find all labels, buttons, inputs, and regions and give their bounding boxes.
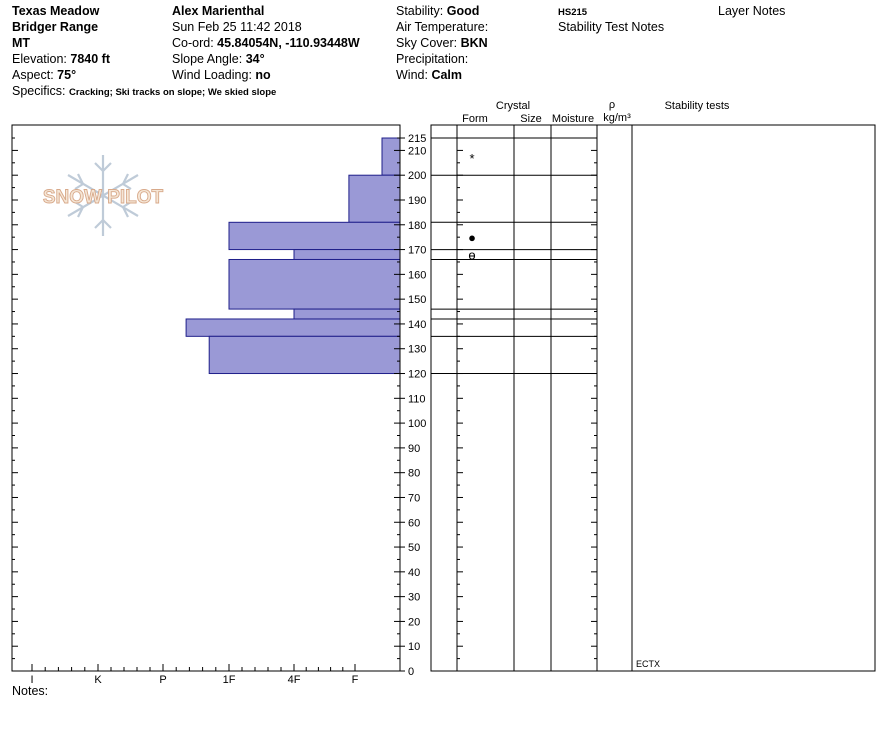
height-tick-label: 50: [408, 542, 420, 554]
aspect-value: 75°: [57, 68, 77, 82]
notes-label: Notes:: [12, 684, 48, 698]
stability-label: Stability:: [396, 4, 444, 18]
air-temperature-label: Air Temperature:: [396, 20, 489, 34]
hardness-bar: [381, 137, 401, 176]
hardness-bars: [185, 137, 401, 375]
hardness-bar: [208, 335, 401, 375]
slope-label: Slope Angle:: [172, 52, 243, 66]
hardness-bar: [293, 249, 401, 260]
hardness-tick-label: K: [94, 674, 102, 686]
precipitation-label: Precipitation:: [396, 52, 469, 66]
height-tick-label: 140: [408, 319, 426, 331]
height-tick-label: 80: [408, 468, 420, 480]
aspect-row: Aspect: 75°: [12, 67, 76, 83]
crystal-column-header: Crystal: [496, 100, 530, 112]
hardness-bar: [348, 174, 401, 223]
hardness-bar: [228, 221, 401, 251]
size-column-header: Size: [520, 113, 541, 125]
height-tick-label: 130: [408, 344, 426, 356]
coord-value: 45.84054N, -110.93448W: [217, 36, 360, 50]
elevation-label: Elevation:: [12, 52, 67, 66]
slope-value: 34°: [245, 52, 265, 66]
height-tick-label: 110: [408, 393, 426, 405]
height-tick-label: 30: [408, 592, 420, 604]
hardness-bar: [293, 308, 401, 320]
height-tick-label: 60: [408, 517, 420, 529]
height-tick-label: 100: [408, 418, 426, 430]
grain-form-symbols: * ● ɵ: [468, 151, 476, 263]
layer-connectors: [430, 137, 457, 375]
height-tick-label: 70: [408, 492, 420, 504]
height-tick-label: 150: [408, 294, 426, 306]
snow-height: HS215: [558, 7, 588, 18]
hardness-tick-label: 1F: [223, 674, 236, 686]
wind-loading-row: Wind Loading: no: [172, 67, 271, 83]
range-name: Bridger Range: [12, 20, 99, 34]
layer-table-frame: [430, 124, 876, 672]
layer-notes-label: Layer Notes: [718, 4, 786, 18]
specifics-row: Specifics: Cracking; Ski tracks on slope…: [12, 83, 276, 101]
hardness-axis: I K P 1F 4F F: [30, 664, 359, 686]
specifics-value: Cracking; Ski tracks on slope; We skied …: [68, 87, 277, 98]
height-tick-label: 215: [408, 133, 426, 145]
height-tick-label: 120: [408, 369, 426, 381]
snowflake-logo-icon: [67, 155, 139, 236]
height-tick-label: 160: [408, 269, 426, 281]
grain-form-symbol: ɵ: [468, 248, 475, 263]
elevation-value: 7840 ft: [70, 52, 110, 66]
sky-value: BKN: [460, 36, 488, 50]
stability-value: Good: [446, 4, 480, 18]
hardness-bar: [185, 318, 401, 337]
grain-form-symbol: ●: [468, 230, 476, 245]
stability-test-results: ECTX: [636, 659, 660, 669]
height-tick-label: 200: [408, 170, 426, 182]
coord-label: Co-ord:: [172, 36, 214, 50]
hardness-tick-label: F: [352, 674, 359, 686]
sky-label: Sky Cover:: [396, 36, 458, 50]
density-symbol: ρ: [609, 99, 615, 111]
grain-form-symbol: *: [469, 151, 474, 166]
hardness-tick-label: 4F: [288, 674, 301, 686]
stability-test-result: ECTX: [636, 659, 660, 669]
height-tick-label: 170: [408, 245, 426, 257]
left-axis-ticks: [12, 137, 400, 672]
wind-loading-value: no: [255, 68, 271, 82]
table-axis-ticks: [457, 137, 597, 672]
height-tick-label: 180: [408, 220, 426, 232]
density-unit: kg/m³: [603, 112, 631, 124]
height-tick-label: 190: [408, 195, 426, 207]
coord-row: Co-ord: 45.84054N, -110.93448W: [172, 35, 360, 51]
height-tick-label: 40: [408, 567, 420, 579]
sky-row: Sky Cover: BKN: [396, 35, 488, 51]
height-axis: 0 10 20 30 40 50 60 70 80 90 100 110 120 130 140 150 160…: [400, 133, 426, 678]
wind-loading-label: Wind Loading:: [172, 68, 252, 82]
height-tick-label: 10: [408, 641, 420, 653]
observation-datetime: Sun Feb 25 11:42 2018: [172, 20, 302, 34]
observer-name: Alex Marienthal: [172, 4, 265, 18]
height-tick-label: 210: [408, 145, 426, 157]
snowpilot-logo-text: SNOW PILOT: [43, 187, 164, 208]
hardness-bar: [228, 258, 401, 310]
wind-label: Wind:: [396, 68, 428, 82]
stability-test-notes-label: Stability Test Notes: [558, 20, 665, 34]
stability-row: Stability: Good: [396, 3, 479, 19]
specifics-label: Specifics:: [12, 84, 66, 98]
hardness-tick-label: P: [159, 674, 166, 686]
hardness-tick-label: I: [30, 674, 33, 686]
height-tick-label: 0: [408, 666, 414, 678]
wind-row: Wind: Calm: [396, 67, 462, 83]
wind-value: Calm: [431, 68, 463, 82]
stability-tests-column-header: Stability tests: [665, 100, 730, 112]
location-name: Texas Meadow: [12, 4, 100, 18]
state-name: MT: [12, 36, 31, 50]
moisture-column-header: Moisture: [552, 113, 594, 125]
slope-row: Slope Angle: 34°: [172, 51, 265, 67]
form-column-header: Form: [462, 113, 488, 125]
layer-boundary-lines: [457, 137, 597, 375]
aspect-label: Aspect:: [12, 68, 54, 82]
height-tick-label: 20: [408, 616, 420, 628]
elevation-row: Elevation: 7840 ft: [12, 51, 110, 67]
height-tick-label: 90: [408, 443, 420, 455]
